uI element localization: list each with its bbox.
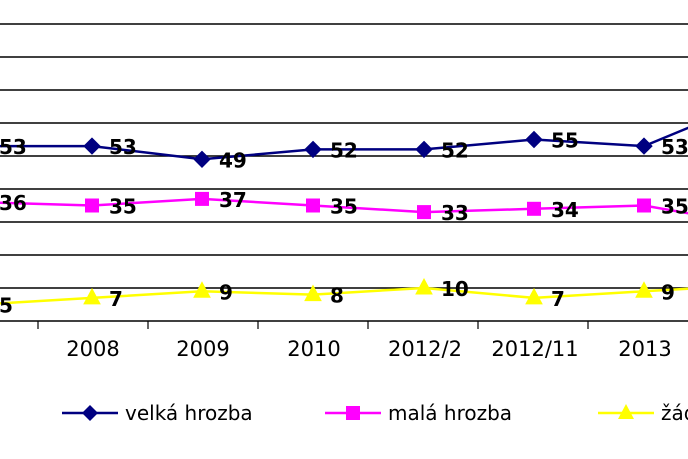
data-labels: 53 53 49 52 52 55 53 36 35 37 35 33 34 35 5 7 9 8 10 7 9 (0, 129, 688, 318)
marker-zad-4 (415, 277, 433, 295)
marker-mala-hrozba-4 (417, 205, 431, 220)
series-line-velka-hrozba (0, 126, 688, 161)
data-label-zad-6: 9 (661, 280, 675, 304)
legend-marker-zad (618, 404, 634, 419)
series-mala-hrozba (0, 191, 688, 220)
marker-mala-hrozba-3 (306, 198, 320, 213)
data-label-mala-hrozba-6: 35 (661, 195, 688, 219)
x-tick-label-2008: 2008 (66, 337, 119, 361)
data-label-zad-4: 10 (441, 277, 469, 301)
marker-velka-hrozba-3 (304, 140, 322, 159)
marker-zad-2 (193, 281, 211, 298)
marker-mala-hrozba-1 (85, 198, 99, 213)
x-tick-label-2012-2: 2012/2 (388, 337, 462, 361)
marker-velka-hrozba-4 (415, 140, 433, 159)
series-line-mala-hrozba (0, 197, 688, 215)
data-label-zad-0: 5 (0, 294, 13, 318)
marker-mala-hrozba-6 (637, 198, 651, 213)
x-tick-label-2010: 2010 (287, 337, 340, 361)
series-lines (0, 126, 688, 305)
legend-item-velka-hrozba: velká hrozba (62, 401, 253, 425)
marker-velka-hrozba-2 (193, 150, 211, 169)
data-label-velka-hrozba-1: 53 (109, 135, 137, 159)
marker-velka-hrozba-1 (83, 137, 101, 155)
data-label-mala-hrozba-1: 35 (109, 195, 137, 219)
series-zad (0, 277, 688, 305)
x-tick-label-2012-11: 2012/11 (491, 337, 578, 361)
marker-zad-3 (304, 284, 322, 302)
x-tick-label-2013: 2013 (618, 337, 671, 361)
data-label-mala-hrozba-4: 33 (441, 201, 469, 225)
data-label-velka-hrozba-6: 53 (661, 135, 688, 159)
marker-mala-hrozba-5 (527, 201, 541, 216)
series-velka-hrozba (0, 126, 688, 169)
legend: velká hrozba malá hrozba žád (62, 401, 688, 425)
data-label-mala-hrozba-5: 34 (551, 198, 579, 222)
data-label-velka-hrozba-2: 49 (219, 148, 247, 172)
marker-velka-hrozba-6 (635, 137, 653, 155)
data-label-zad-3: 8 (330, 284, 344, 308)
data-label-zad-1: 7 (109, 287, 123, 311)
data-label-velka-hrozba-4: 52 (441, 138, 469, 162)
legend-label-mala-hrozba: malá hrozba (388, 401, 512, 425)
data-label-mala-hrozba-2: 37 (219, 188, 247, 212)
gridlines (0, 23, 688, 322)
data-label-velka-hrozba-0: 53 (0, 135, 27, 159)
legend-marker-velka-hrozba (82, 405, 98, 421)
data-label-velka-hrozba-5: 55 (551, 129, 579, 153)
legend-item-zad: žád (598, 401, 688, 425)
marker-zad-1 (83, 287, 101, 305)
legend-item-mala-hrozba: malá hrozba (325, 401, 512, 425)
x-tick-label-2009: 2009 (176, 337, 229, 361)
legend-marker-mala-hrozba (346, 406, 360, 420)
marker-zad-6 (635, 281, 653, 298)
legend-label-velka-hrozba: velká hrozba (125, 401, 253, 425)
series-line-zad (0, 286, 688, 305)
marker-zad-5 (525, 287, 543, 305)
marker-mala-hrozba-2 (195, 191, 209, 206)
data-label-zad-5: 7 (551, 287, 565, 311)
data-label-mala-hrozba-3: 35 (330, 195, 358, 219)
data-label-zad-2: 9 (219, 280, 233, 304)
legend-label-zad: žád (661, 401, 688, 425)
data-label-mala-hrozba-0: 36 (0, 191, 27, 215)
marker-velka-hrozba-5 (525, 130, 543, 149)
data-label-velka-hrozba-3: 52 (330, 138, 358, 162)
